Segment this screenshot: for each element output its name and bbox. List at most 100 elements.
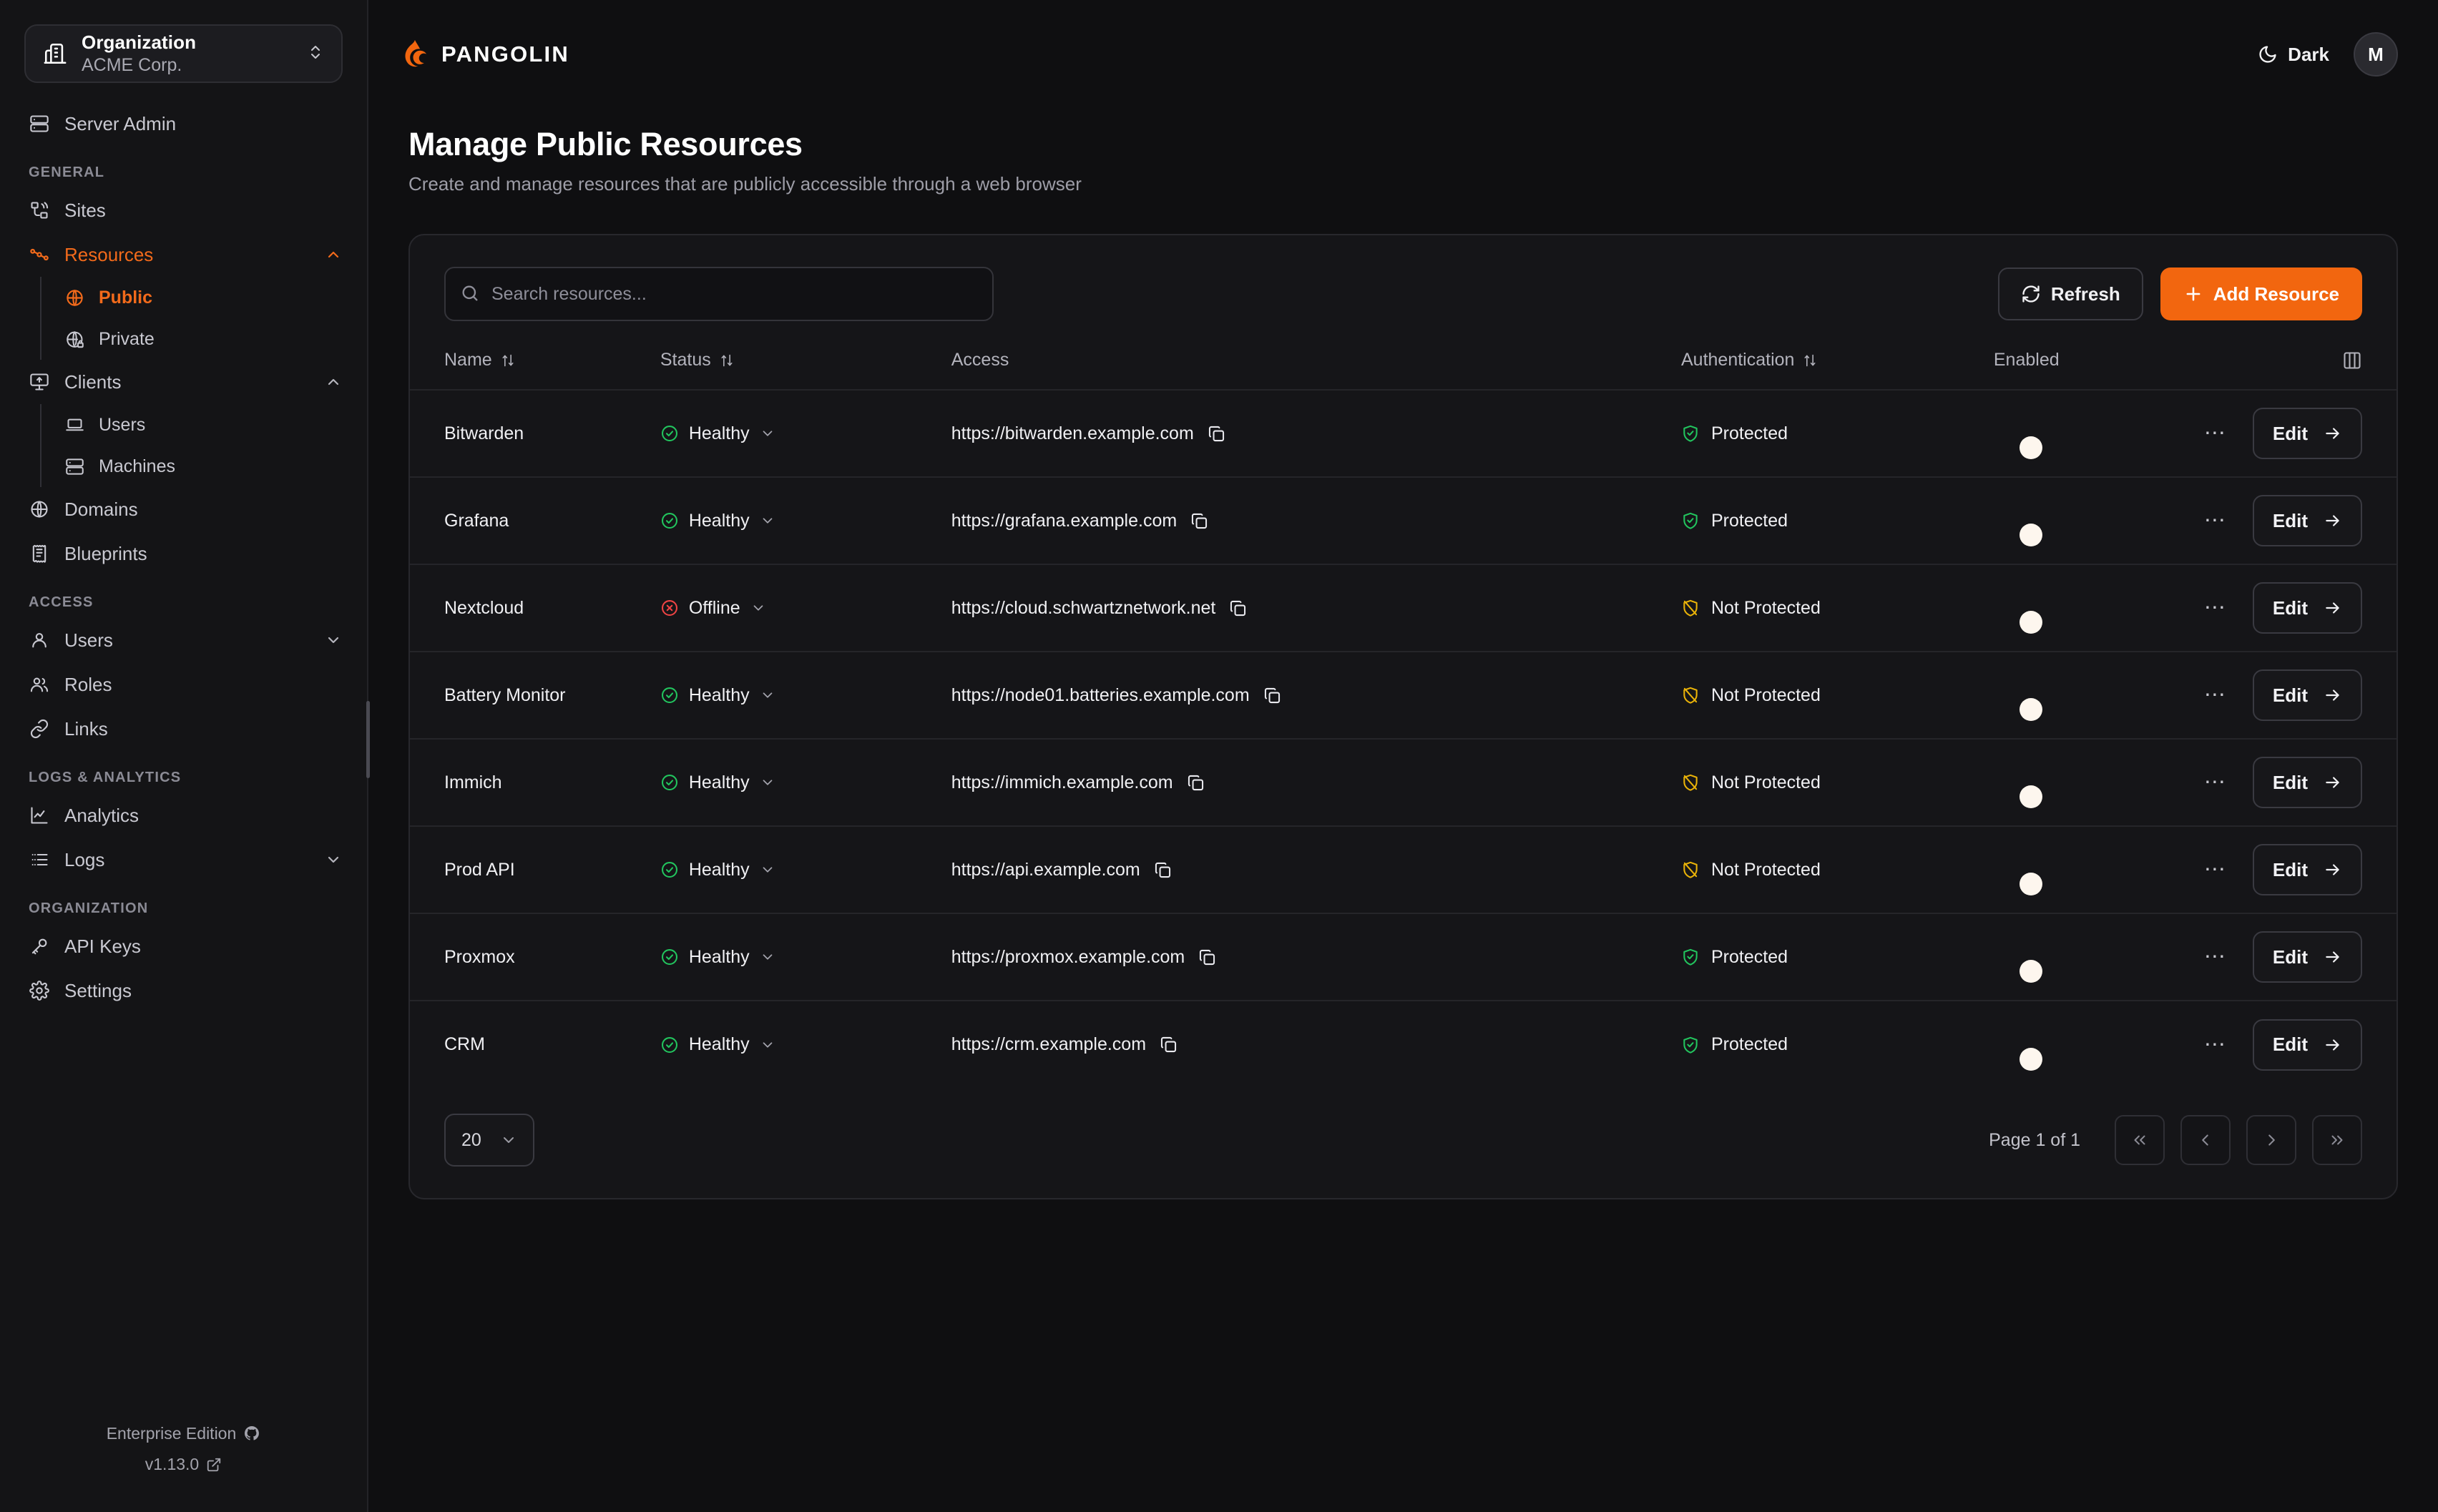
- chevron-up-icon[interactable]: [324, 373, 343, 391]
- edit-button[interactable]: Edit: [2252, 757, 2362, 808]
- chevron-down-icon[interactable]: [760, 426, 775, 441]
- table-row[interactable]: Nextcloud Offline https://cloud.schwartz…: [410, 564, 2397, 652]
- sidebar-item-logs[interactable]: Logs: [24, 838, 343, 882]
- sort-icon[interactable]: [720, 353, 734, 368]
- chevron-down-icon[interactable]: [760, 1037, 775, 1053]
- copy-icon[interactable]: [1228, 599, 1248, 618]
- ellipsis-icon[interactable]: ⋯: [2203, 1032, 2227, 1056]
- ellipsis-icon[interactable]: ⋯: [2203, 945, 2227, 968]
- ellipsis-icon[interactable]: ⋯: [2203, 770, 2227, 794]
- rows-per-page-select[interactable]: 20: [444, 1114, 534, 1167]
- sidebar-item-sites[interactable]: Sites: [24, 188, 343, 232]
- edit-button[interactable]: Edit: [2252, 408, 2362, 459]
- table-row[interactable]: Immich Healthy https://immich.example.co…: [410, 738, 2397, 826]
- sidebar-item-analytics[interactable]: Analytics: [24, 793, 343, 838]
- status-badge[interactable]: Healthy: [660, 947, 951, 968]
- edit-button[interactable]: Edit: [2252, 495, 2362, 546]
- avatar[interactable]: M: [2354, 32, 2398, 77]
- chevron-down-icon[interactable]: [760, 949, 775, 965]
- edit-button[interactable]: Edit: [2252, 844, 2362, 895]
- sidebar-item-api-keys[interactable]: API Keys: [24, 924, 343, 968]
- sidebar-item-clients-users[interactable]: Users: [60, 404, 343, 446]
- copy-icon[interactable]: [1263, 686, 1282, 705]
- sidebar-item-blueprints[interactable]: Blueprints: [24, 531, 343, 576]
- previous-page-button[interactable]: [2180, 1115, 2231, 1165]
- ellipsis-icon[interactable]: ⋯: [2203, 683, 2227, 707]
- status-badge[interactable]: Healthy: [660, 685, 951, 706]
- organization-switcher[interactable]: Organization ACME Corp.: [24, 24, 343, 83]
- columns-icon[interactable]: [2342, 350, 2362, 370]
- resource-url[interactable]: https://proxmox.example.com: [951, 946, 1185, 967]
- ellipsis-icon[interactable]: ⋯: [2203, 858, 2227, 881]
- status-badge[interactable]: Offline: [660, 598, 951, 619]
- table-row[interactable]: Battery Monitor Healthy https://node01.b…: [410, 651, 2397, 739]
- chevron-down-icon[interactable]: [324, 631, 343, 649]
- copy-icon[interactable]: [1190, 511, 1209, 531]
- copy-icon[interactable]: [1207, 424, 1226, 443]
- table-row[interactable]: Prod API Healthy https://api.example.com…: [410, 825, 2397, 913]
- sidebar-item-domains[interactable]: Domains: [24, 487, 343, 531]
- resource-url[interactable]: https://cloud.schwartznetwork.net: [951, 597, 1216, 618]
- chevron-down-icon[interactable]: [750, 600, 766, 616]
- edit-button[interactable]: Edit: [2252, 582, 2362, 634]
- status-badge[interactable]: Healthy: [660, 860, 951, 880]
- external-link-icon[interactable]: [206, 1457, 222, 1473]
- sidebar-item-clients[interactable]: Clients: [24, 360, 343, 404]
- resource-url[interactable]: https://crm.example.com: [951, 1034, 1147, 1054]
- chevron-down-icon[interactable]: [760, 775, 775, 790]
- sidebar-item-private[interactable]: Private: [60, 318, 343, 360]
- table-row[interactable]: Proxmox Healthy https://proxmox.example.…: [410, 913, 2397, 1001]
- version-line[interactable]: v1.13.0: [0, 1449, 367, 1481]
- chevron-down-icon[interactable]: [324, 850, 343, 869]
- status-badge[interactable]: Healthy: [660, 1034, 951, 1055]
- table-row[interactable]: Bitwarden Healthy https://bitwarden.exam…: [410, 389, 2397, 477]
- copy-icon[interactable]: [1159, 1035, 1178, 1054]
- column-header-name[interactable]: Name: [410, 343, 660, 390]
- sidebar-item-resources[interactable]: Resources: [24, 232, 343, 277]
- edit-button[interactable]: Edit: [2252, 1018, 2362, 1071]
- resource-url[interactable]: https://bitwarden.example.com: [951, 423, 1194, 443]
- first-page-button[interactable]: [2115, 1115, 2165, 1165]
- status-badge[interactable]: Healthy: [660, 772, 951, 793]
- ellipsis-icon[interactable]: ⋯: [2203, 596, 2227, 619]
- resource-url[interactable]: https://node01.batteries.example.com: [951, 684, 1250, 705]
- table-row[interactable]: Grafana Healthy https://grafana.example.…: [410, 476, 2397, 564]
- sidebar-item-links[interactable]: Links: [24, 707, 343, 751]
- ellipsis-icon[interactable]: ⋯: [2203, 421, 2227, 445]
- last-page-button[interactable]: [2312, 1115, 2362, 1165]
- sort-icon[interactable]: [1803, 353, 1817, 368]
- status-badge[interactable]: Healthy: [660, 423, 951, 444]
- table-row[interactable]: CRM Healthy https://crm.example.com Prot…: [410, 1000, 2397, 1088]
- theme-toggle[interactable]: Dark: [2258, 44, 2329, 66]
- copy-icon[interactable]: [1153, 860, 1173, 880]
- add-resource-button[interactable]: Add Resource: [2160, 267, 2362, 320]
- sidebar-item-clients-machines[interactable]: Machines: [60, 446, 343, 487]
- sidebar-item-settings[interactable]: Settings: [24, 968, 343, 1013]
- sidebar-scrollbar[interactable]: [366, 701, 370, 778]
- edition-line[interactable]: Enterprise Edition: [0, 1418, 367, 1450]
- chevron-up-icon[interactable]: [324, 245, 343, 264]
- ellipsis-icon[interactable]: ⋯: [2203, 509, 2227, 532]
- status-badge[interactable]: Healthy: [660, 511, 951, 531]
- edit-button[interactable]: Edit: [2252, 931, 2362, 983]
- sidebar-item-server-admin[interactable]: Server Admin: [24, 102, 343, 146]
- resource-url[interactable]: https://immich.example.com: [951, 772, 1173, 792]
- chevron-down-icon[interactable]: [760, 862, 775, 878]
- next-page-button[interactable]: [2246, 1115, 2296, 1165]
- edit-button[interactable]: Edit: [2252, 669, 2362, 721]
- search-input[interactable]: [444, 267, 994, 321]
- copy-icon[interactable]: [1198, 948, 1217, 967]
- github-icon[interactable]: [243, 1425, 260, 1442]
- refresh-button[interactable]: Refresh: [1997, 267, 2143, 320]
- resource-url[interactable]: https://api.example.com: [951, 859, 1140, 880]
- sidebar-item-users[interactable]: Users: [24, 618, 343, 662]
- sidebar-item-roles[interactable]: Roles: [24, 662, 343, 707]
- column-header-authentication[interactable]: Authentication: [1681, 343, 1994, 390]
- column-header-status[interactable]: Status: [660, 343, 951, 390]
- sort-icon[interactable]: [501, 353, 515, 368]
- brand[interactable]: PANGOLIN: [397, 38, 569, 71]
- chevron-down-icon[interactable]: [760, 513, 775, 529]
- resource-url[interactable]: https://grafana.example.com: [951, 510, 1178, 531]
- chevron-down-icon[interactable]: [760, 687, 775, 703]
- copy-icon[interactable]: [1186, 773, 1205, 792]
